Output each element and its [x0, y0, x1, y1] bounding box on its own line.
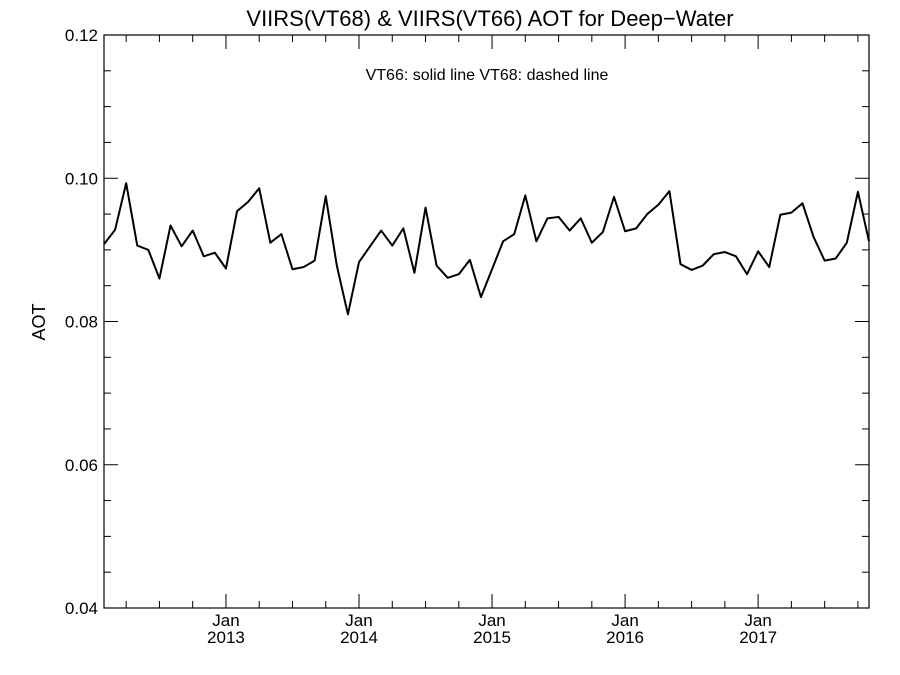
x-tick-label-month: Jan	[212, 611, 239, 630]
x-tick-label-year: 2016	[606, 628, 644, 647]
x-tick-label-year: 2013	[207, 628, 245, 647]
line-style-annotation: VT66: solid line VT68: dashed line	[366, 67, 609, 84]
y-tick-label: 0.04	[65, 599, 98, 618]
y-tick-label: 0.10	[65, 169, 98, 188]
x-tick-label-month: Jan	[611, 611, 638, 630]
y-tick-label: 0.06	[65, 456, 98, 475]
y-tick-label: 0.08	[65, 313, 98, 332]
chart-title: VIIRS(VT68) & VIIRS(VT66) AOT for Deep−W…	[246, 6, 733, 31]
x-tick-label-month: Jan	[744, 611, 771, 630]
x-tick-label-year: 2017	[739, 628, 777, 647]
x-tick-label-year: 2014	[340, 628, 378, 647]
x-tick-label-year: 2015	[473, 628, 511, 647]
plot-frame	[103, 34, 870, 609]
y-tick-label: 0.12	[65, 26, 98, 45]
series-line-solid	[103, 182, 870, 316]
x-tick-label-month: Jan	[345, 611, 372, 630]
x-tick-label-month: Jan	[478, 611, 505, 630]
y-axis-label: AOT	[29, 303, 49, 340]
y-axis-ticks: 0.04 0.06 0.08 0.10 0.12	[65, 26, 869, 618]
series-layer	[103, 182, 870, 316]
